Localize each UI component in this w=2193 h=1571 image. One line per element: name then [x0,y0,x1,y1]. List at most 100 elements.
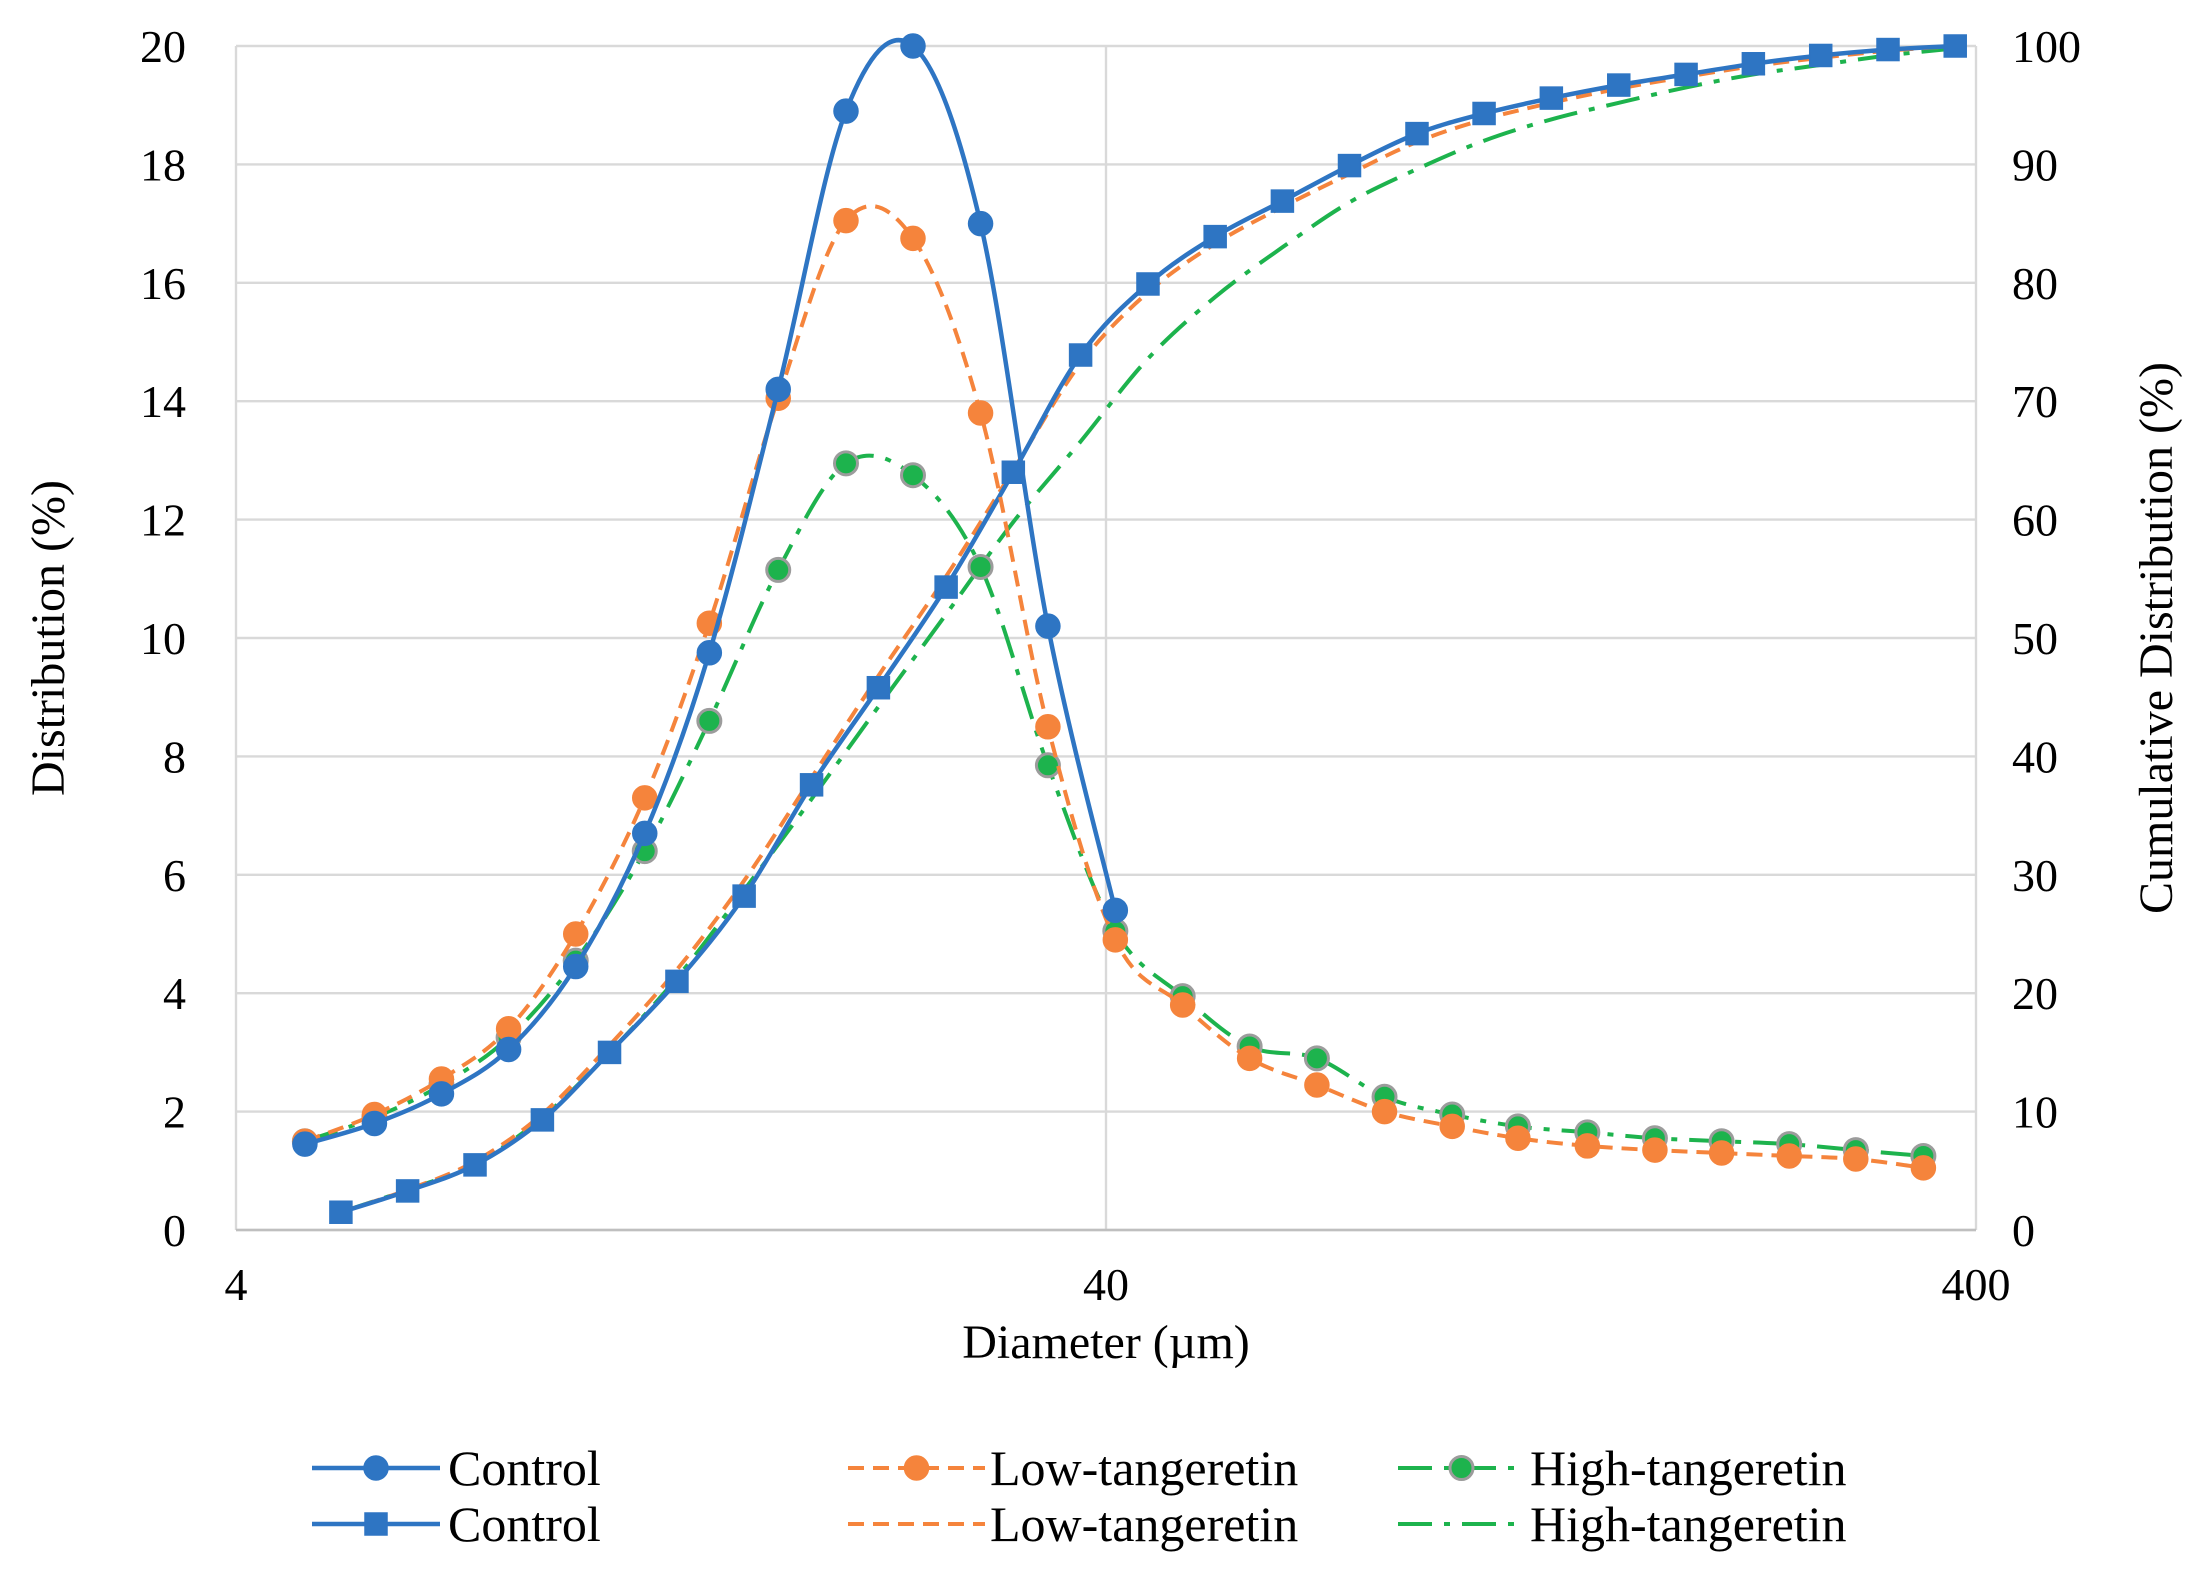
series-line [304,204,1924,1170]
series-2 [291,450,1937,1169]
data-point [1169,992,1196,1018]
data-point [361,1110,388,1137]
data-point [1708,1140,1735,1166]
data-point [1674,62,1698,87]
data-point [428,1081,455,1107]
data-point [463,1153,487,1177]
y2-tick-label: 70 [2012,376,2058,427]
data-point [1136,272,1160,296]
data-point [1102,927,1129,953]
data-point [1102,897,1129,924]
data-point [1035,613,1061,639]
series-line [304,453,1924,1158]
y2-tick-label: 100 [2012,21,2081,72]
y2-tick-label: 30 [2012,850,2058,901]
series-line [304,37,1118,1147]
data-point [562,921,589,947]
series-0 [292,33,1129,1157]
data-point [631,820,658,847]
legend-marker [364,1512,388,1536]
y2-axis-title: Cumulative Distribution (%) [2130,362,2183,914]
legend-marker [1448,1455,1475,1481]
legend-item: Low-tangeretin [848,1440,1298,1496]
x-axis-title: Diameter (µm) [962,1316,1250,1369]
y2-tick-label: 10 [2012,1087,2058,1138]
y-tick-label: 12 [140,495,186,546]
data-point [900,33,926,59]
x-tick-label: 4 [225,1259,248,1310]
legend-item: Control [312,1496,601,1552]
data-point [799,773,824,797]
series-line [340,43,1956,1215]
data-point [1035,714,1061,740]
data-point [833,207,859,234]
data-point [765,376,791,403]
y-tick-label: 18 [140,139,186,190]
series-5 [340,46,1956,1215]
data-point [1472,101,1496,126]
legend-label: Control [448,1496,601,1552]
data-point [900,225,926,252]
data-point [1270,189,1295,213]
y2-tick-label: 40 [2012,731,2058,782]
data-point [1574,1133,1601,1159]
data-point [562,953,589,980]
data-point [1203,224,1227,249]
y-tick-label: 10 [140,613,186,664]
data-point [1741,52,1766,76]
y-tick-label: 2 [163,1087,186,1138]
y-tick-label: 16 [140,258,186,309]
data-point [292,1131,318,1157]
legend-item: High-tangeretin [1398,1440,1847,1496]
y-tick-label: 0 [163,1205,186,1256]
series-1 [292,204,1937,1181]
data-point [899,462,926,489]
series-4 [340,44,1956,1215]
data-point [1337,153,1362,178]
legend-label: Control [448,1440,601,1496]
data-point [832,450,859,477]
data-point [665,969,689,994]
plot-series [291,33,1967,1224]
data-point [967,210,994,237]
y2-tick-label: 20 [2012,968,2058,1019]
axes: 0 2 4 6 8 10 12 14 16 18 20 0 10 20 30 40 50 60 70 80 90 100 4… [140,21,2081,1310]
legend-marker [363,1455,389,1481]
x-tick-label: 400 [1942,1259,2011,1310]
y-tick-label: 14 [140,376,186,427]
data-point [597,1040,622,1065]
data-point [696,707,723,734]
legend-label: High-tangeretin [1530,1440,1847,1496]
data-point [1371,1098,1398,1125]
data-point [934,575,958,599]
data-point [1505,1125,1531,1151]
legend: Control Low-tangeretin High-tangeretin Cont… [312,1440,1847,1552]
data-point [1303,1045,1330,1072]
data-point [732,884,756,908]
data-point [631,785,658,811]
y-tick-label: 20 [140,21,186,72]
y2-tick-label: 50 [2012,613,2058,664]
data-point [1304,1072,1330,1098]
legend-label: Low-tangeretin [990,1440,1298,1496]
data-point [1943,34,1967,58]
data-point [395,1179,420,1203]
data-point [495,1036,522,1063]
y2-tick-label: 80 [2012,258,2058,309]
data-point [1236,1045,1263,1072]
grid [234,44,1978,1232]
data-point [1642,1137,1668,1163]
y-axis-title: Distribution (%) [22,480,75,796]
legend-label: Low-tangeretin [990,1496,1298,1552]
data-point [1539,86,1564,110]
legend-item: Control [312,1440,601,1496]
series-3 [329,34,1967,1224]
data-point [967,400,994,426]
y2-tick-label: 90 [2012,139,2058,190]
data-point [1843,1146,1869,1172]
y-tick-label: 8 [163,731,186,782]
data-point [1910,1155,1937,1181]
data-point [696,640,723,666]
data-point [866,675,891,700]
data-point [530,1108,555,1132]
